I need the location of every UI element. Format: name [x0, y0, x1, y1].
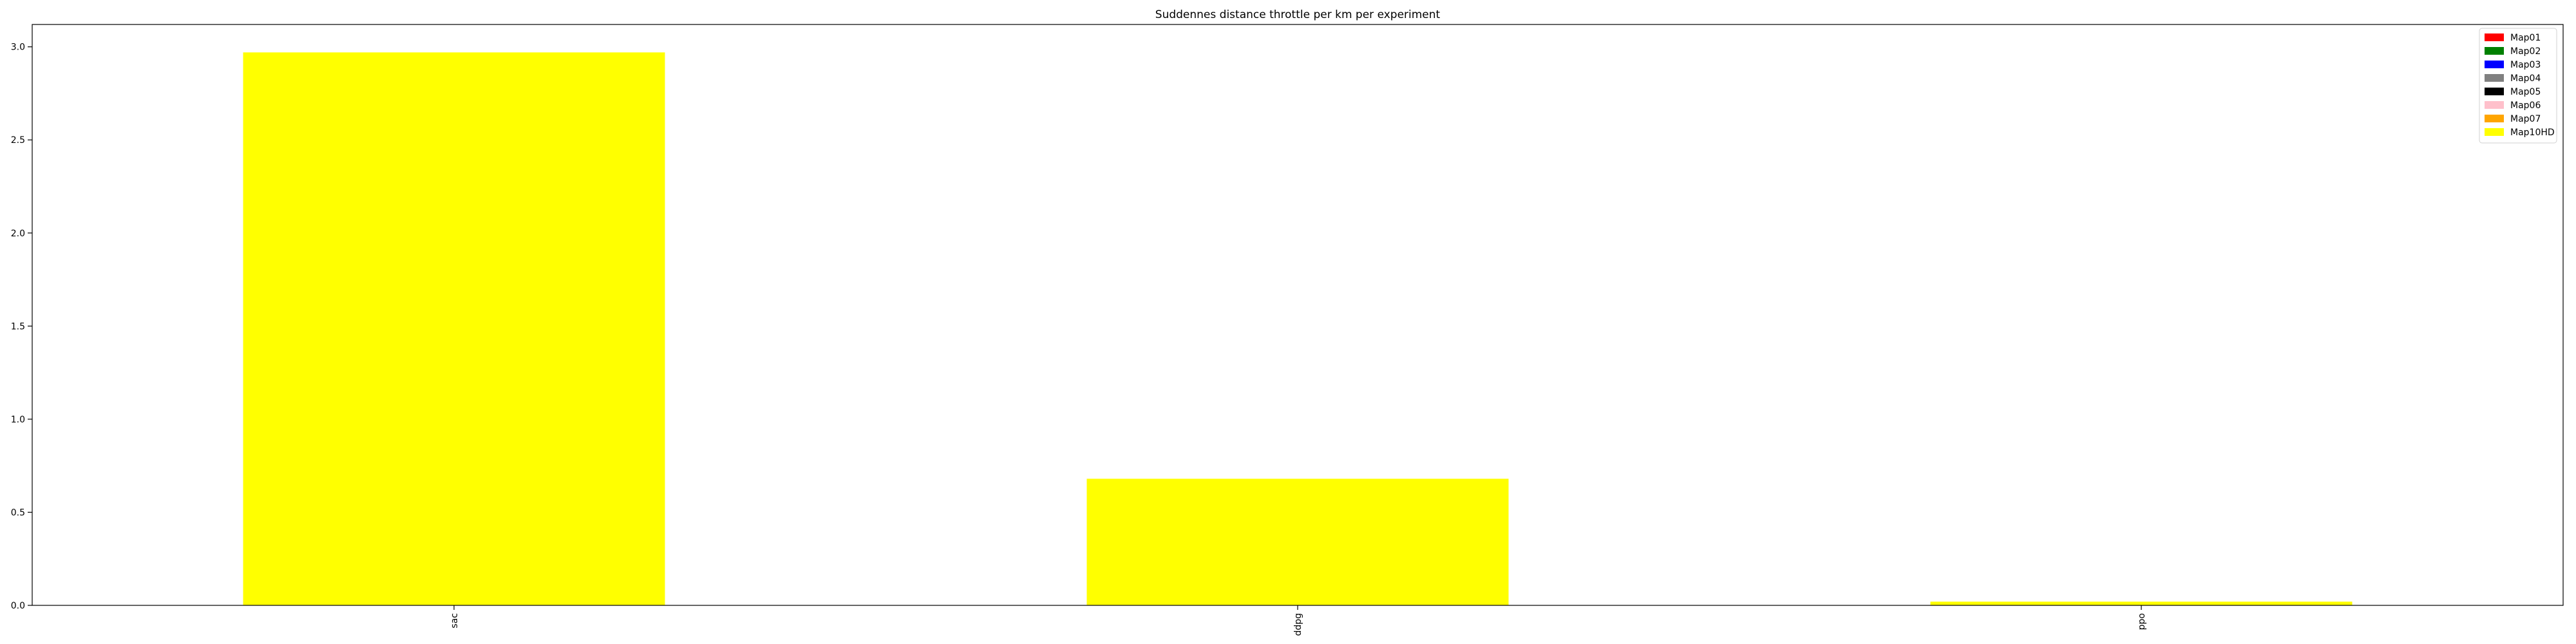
legend-label: Map07 [2510, 114, 2541, 124]
y-tick-label: 0.0 [11, 601, 25, 611]
legend-label: Map02 [2510, 46, 2541, 57]
legend-label: Map10HD [2510, 128, 2555, 138]
y-tick-label: 0.5 [11, 507, 25, 518]
x-tick-label: ppo [2137, 613, 2147, 630]
legend-swatch [2485, 101, 2504, 109]
y-tick-label: 2.5 [11, 135, 25, 146]
legend-label: Map01 [2510, 33, 2541, 43]
legend-swatch [2485, 74, 2504, 82]
y-tick-label: 1.5 [11, 321, 25, 332]
legend-swatch [2485, 47, 2504, 55]
legend-label: Map06 [2510, 100, 2541, 111]
y-axis: 0.0 0.5 1.0 1.5 2.0 2.5 3.0 [11, 43, 32, 611]
y-tick-label: 3.0 [11, 43, 25, 53]
legend-frame [2479, 28, 2557, 144]
legend-label: Map05 [2510, 87, 2541, 97]
legend-label: Map03 [2510, 60, 2541, 70]
legend-swatch [2485, 128, 2504, 136]
legend-swatch [2485, 115, 2504, 122]
legend-swatch [2485, 88, 2504, 95]
bar-ddpg-Map10HD [1086, 478, 1509, 605]
x-tick-label: ddpg [1293, 613, 1303, 636]
legend-swatch [2485, 61, 2504, 68]
y-tick-label: 1.0 [11, 415, 25, 425]
legend: Map01 Map02 Map03 Map04 Map05 Map06 Map07 Map10… [2479, 28, 2557, 144]
x-tick-label: sac [450, 613, 460, 629]
y-tick-label: 2.0 [11, 229, 25, 239]
bar-ppo-Map10HD [1930, 601, 2353, 605]
x-axis: sac ddpg ppo [450, 605, 2147, 636]
bar-sac-Map10HD [243, 52, 665, 606]
legend-label: Map04 [2510, 73, 2541, 84]
bars-group [243, 52, 2353, 606]
chart-title: Suddennes distance throttle per km per e… [1155, 8, 1441, 21]
legend-swatch [2485, 33, 2504, 41]
